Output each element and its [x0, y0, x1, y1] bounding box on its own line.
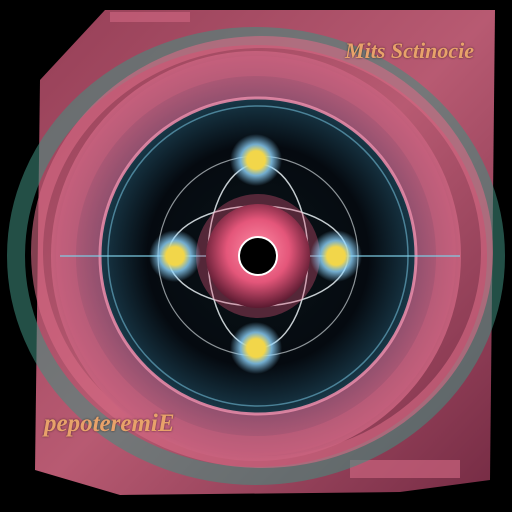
bottom-border-strip — [350, 460, 460, 478]
electron-right — [310, 230, 362, 282]
electron-glow-icon — [247, 339, 265, 357]
electron-glow-icon — [327, 247, 345, 265]
electron-glow-icon — [166, 247, 184, 265]
nucleus-hole — [238, 236, 278, 276]
electron-bottom — [230, 322, 282, 374]
electron-left — [149, 230, 201, 282]
outer-ring-pink — [31, 36, 493, 468]
electron-glow-icon — [247, 151, 265, 169]
electron-top — [230, 134, 282, 186]
title-caption: Mits Sctinocie — [345, 38, 474, 63]
outer-ring-green — [7, 27, 505, 485]
top-border-strip — [110, 12, 190, 22]
bottom-caption: pepoteremiE — [44, 410, 175, 437]
